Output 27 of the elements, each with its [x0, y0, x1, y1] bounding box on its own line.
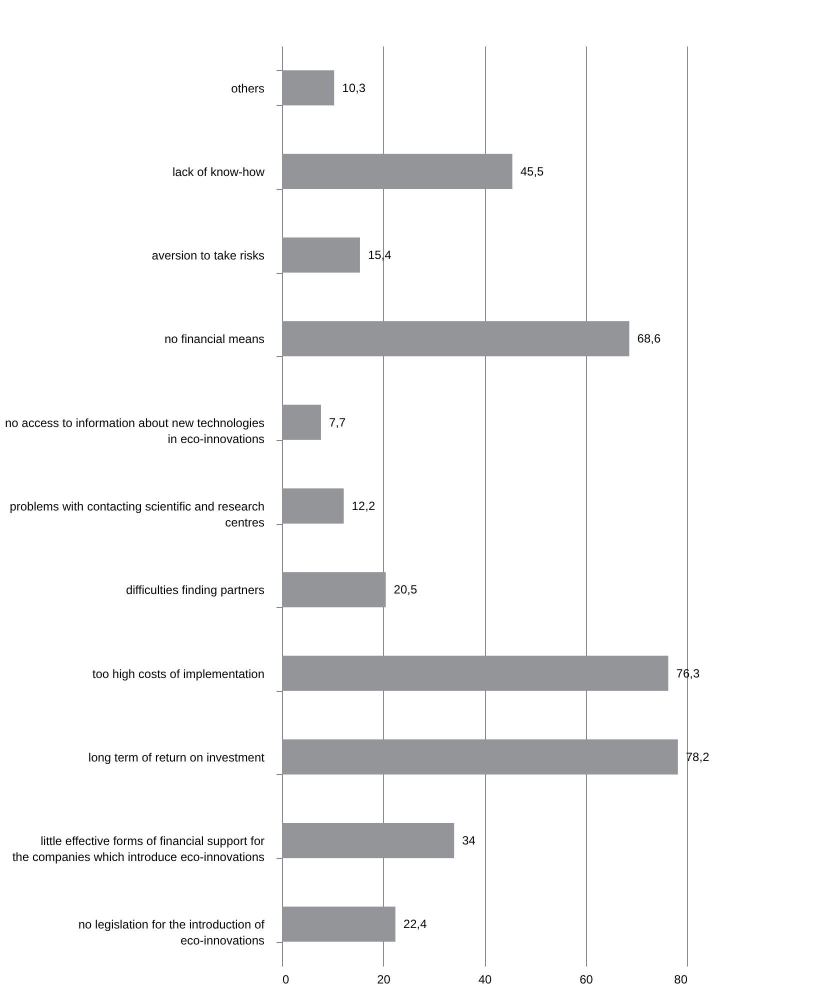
y-tick-label: too high costs of implementation [92, 666, 264, 681]
y-tick-label: no legislation for the introduction of eco-innovations [78, 918, 266, 948]
x-tick-label: 0 [282, 972, 290, 986]
y-tick-label: no access to information about new technologies in eco-innovations [5, 416, 264, 446]
data-label: 45,5 [520, 164, 544, 178]
y-tick-label: little effective forms of financial support for the companies which introduce eco-innovations [12, 834, 264, 864]
y-tick-label: lack of know-how [172, 164, 265, 179]
data-label: 20,5 [394, 582, 418, 597]
y-tick-label: difficulties finding partners [126, 583, 264, 598]
data-label: 34 [462, 834, 476, 848]
y-tick-label: others [231, 81, 264, 96]
data-label: 10,3 [342, 80, 366, 95]
data-label: 68,6 [637, 332, 661, 346]
data-label: 78,2 [686, 750, 710, 764]
y-tick-label: aversion to take risks [152, 248, 264, 263]
y-tick-label: problems with contacting scientific and research centres [10, 500, 264, 530]
data-label: 7,7 [328, 415, 346, 430]
x-tick-label: 60 [580, 972, 594, 986]
x-tick-label: 20 [377, 972, 391, 986]
x-tick-label: 80 [674, 972, 688, 986]
y-tick-label: long term of return on investment [88, 750, 266, 764]
data-label: 22,4 [403, 917, 428, 932]
y-tick-label: no financial means [164, 332, 264, 346]
data-label: 76,3 [676, 666, 700, 680]
x-tick-label: 40 [478, 972, 492, 986]
data-label: 15,4 [368, 248, 392, 262]
data-label: 12,2 [352, 499, 376, 513]
